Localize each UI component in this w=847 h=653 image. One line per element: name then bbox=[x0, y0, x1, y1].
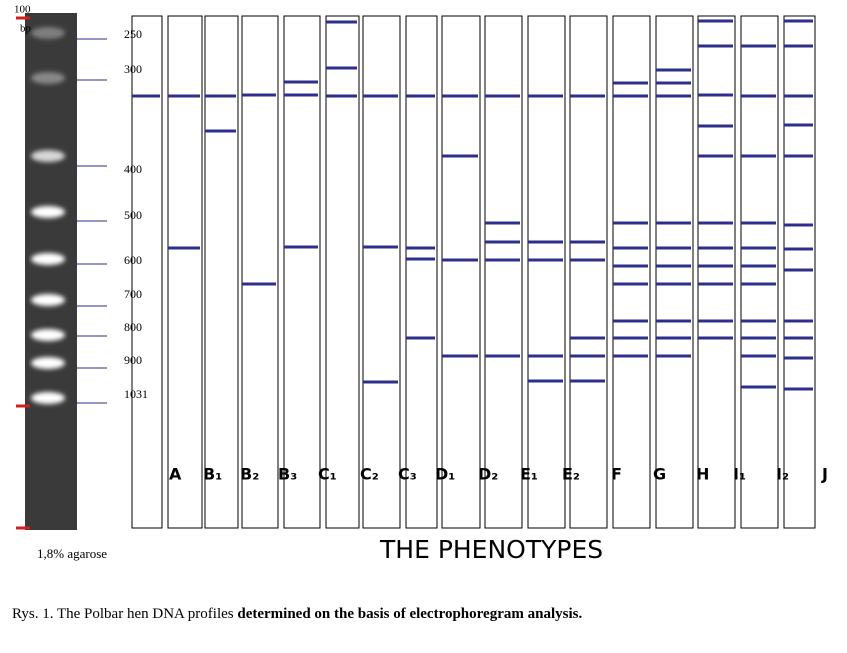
lane bbox=[569, 15, 608, 529]
gel-band bbox=[31, 72, 65, 84]
lane-label: G bbox=[653, 465, 666, 484]
lane-label: E₁ bbox=[520, 465, 538, 484]
top-label: 100 bbox=[14, 4, 31, 16]
lane bbox=[612, 15, 651, 529]
unit-label: bp bbox=[20, 23, 32, 35]
gel-band bbox=[31, 253, 65, 265]
ladder-size: 600 bbox=[124, 253, 142, 267]
gel bbox=[25, 13, 77, 530]
lane bbox=[441, 15, 481, 529]
lane-label: D₁ bbox=[435, 465, 455, 484]
lane-label: H bbox=[696, 465, 709, 484]
lane bbox=[783, 15, 816, 529]
ladder-size: 900 bbox=[124, 353, 142, 367]
lane bbox=[740, 15, 779, 529]
gel-band bbox=[31, 206, 65, 218]
title: THE PHENOTYPES bbox=[379, 535, 603, 564]
gel-band bbox=[31, 27, 65, 39]
ladder-size: 300 bbox=[124, 62, 142, 76]
lane bbox=[325, 15, 360, 529]
lane bbox=[484, 15, 523, 529]
gel-label: 1,8% agarose bbox=[37, 546, 107, 561]
ladder-size: 500 bbox=[124, 208, 142, 222]
lane-label: F bbox=[611, 465, 622, 484]
lane-label: C₃ bbox=[398, 465, 417, 484]
lane bbox=[167, 15, 203, 529]
lane-label: B₂ bbox=[240, 465, 259, 484]
gel-band bbox=[31, 329, 65, 341]
lane bbox=[527, 15, 566, 529]
lane bbox=[131, 15, 163, 529]
lane bbox=[283, 15, 321, 529]
ladder-size: 250 bbox=[124, 27, 142, 41]
lane-label: C₁ bbox=[318, 465, 337, 484]
ladder-size: 400 bbox=[124, 162, 142, 176]
lane-label: B₁ bbox=[203, 465, 222, 484]
lane-label: I₁ bbox=[733, 465, 746, 484]
gel-bands bbox=[31, 27, 65, 404]
gel-band bbox=[31, 294, 65, 306]
lane bbox=[697, 15, 736, 529]
lane-label: D₂ bbox=[478, 465, 498, 484]
gel-band bbox=[31, 150, 65, 162]
ladder-size: 700 bbox=[124, 287, 142, 301]
gel-band bbox=[31, 392, 65, 404]
lane bbox=[405, 15, 438, 529]
caption-prefix: Rys. 1. The Polbar hen DNA profiles bbox=[12, 606, 234, 622]
lane bbox=[204, 15, 239, 529]
lane-label: J bbox=[821, 465, 828, 484]
lane bbox=[655, 15, 694, 529]
lane-label: B₃ bbox=[278, 465, 297, 484]
ladder-size: 800 bbox=[124, 320, 142, 334]
lane-label: I₂ bbox=[776, 465, 789, 484]
lane bbox=[241, 15, 279, 529]
lane-label: A bbox=[169, 465, 182, 484]
lane-label: E₂ bbox=[562, 465, 580, 484]
ladder-size: 1031 bbox=[124, 387, 148, 401]
caption-rest: determined on the basis of electrophoreg… bbox=[237, 606, 582, 622]
caption: Rys. 1. The Polbar hen DNA profiles dete… bbox=[12, 606, 582, 622]
gel-band bbox=[31, 357, 65, 369]
lane-label: C₂ bbox=[360, 465, 379, 484]
lane bbox=[362, 15, 401, 529]
